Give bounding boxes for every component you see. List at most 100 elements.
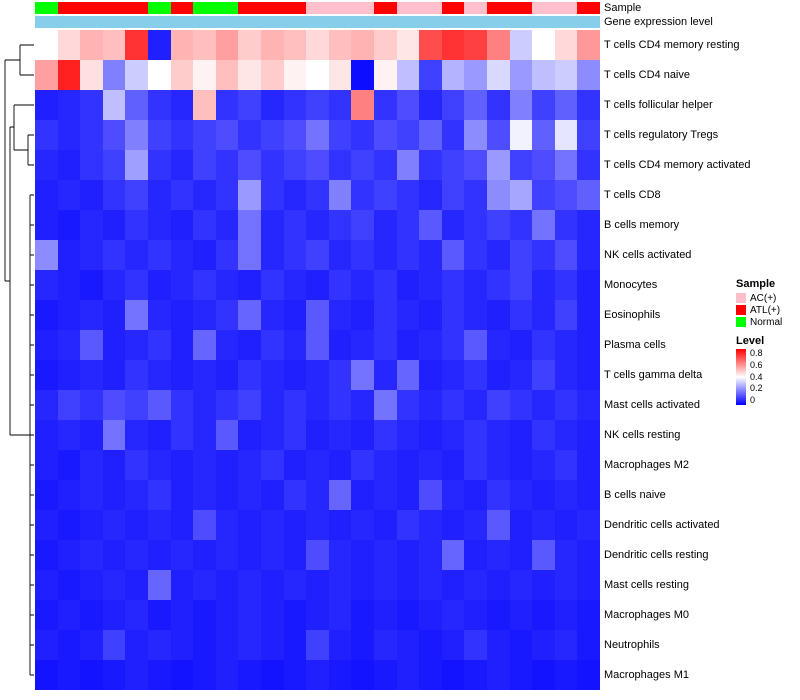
heatmap-cell [328, 450, 352, 480]
heatmap-cell [57, 450, 81, 480]
heatmap-cell [487, 540, 510, 570]
heatmap-cell [35, 450, 58, 480]
heatmap-cell [261, 390, 284, 420]
heatmap-cell [374, 180, 397, 210]
heatmap-cell [396, 570, 420, 600]
row-label: T cells CD4 naive [604, 69, 690, 81]
heatmap-cell [554, 90, 578, 120]
heatmap-cell [193, 450, 216, 480]
heatmap-cell [396, 510, 420, 540]
heatmap-cell [419, 570, 442, 600]
heatmap-cell [35, 30, 58, 60]
heatmap-cell [351, 600, 374, 630]
heatmap-cell [35, 630, 58, 660]
row-label: Macrophages M2 [604, 459, 689, 471]
heatmap-cell [441, 300, 465, 330]
heatmap-cell [283, 390, 307, 420]
heatmap-cell [328, 630, 352, 660]
heatmap-cell [306, 60, 329, 90]
sample-annotation-cell [487, 2, 510, 14]
legend-color-swatch [736, 293, 746, 303]
heatmap-cell [487, 390, 510, 420]
heatmap-cell [35, 600, 58, 630]
row-label: Eosinophils [604, 309, 661, 321]
heatmap-cell [328, 90, 352, 120]
heatmap-cell [283, 540, 307, 570]
heatmap-cell [35, 270, 58, 300]
heatmap-cell [374, 390, 397, 420]
heatmap-cell [441, 360, 465, 390]
heatmap-cell [193, 330, 216, 360]
sample-annotation-cell [102, 2, 126, 14]
heatmap-cell [554, 330, 578, 360]
heatmap-cell [102, 210, 126, 240]
sample-annotation-cell [283, 2, 307, 14]
heatmap-cell [170, 510, 194, 540]
row-label: Dendritic cells resting [604, 549, 709, 561]
heatmap-cell [328, 30, 352, 60]
legend-level-scale: 0.8 0.6 0.4 0.2 0 [736, 349, 782, 405]
heatmap-cell [509, 120, 533, 150]
sample-annotation-cell [215, 2, 239, 14]
heatmap-cell [170, 600, 194, 630]
heatmap-cell [554, 360, 578, 390]
heatmap-cell [80, 120, 103, 150]
heatmap-cell [554, 630, 578, 660]
heatmap-cell [396, 30, 420, 60]
heatmap-cell [261, 60, 284, 90]
heatmap-cell [215, 270, 239, 300]
heatmap-cell [374, 600, 397, 630]
heatmap-cell [554, 270, 578, 300]
heatmap-cell [261, 30, 284, 60]
sample-annotation-cell [464, 2, 487, 14]
heatmap-cell [532, 480, 555, 510]
sample-annotation-cell [125, 2, 148, 14]
legend: Sample AC(+) ATL(+) Normal Level 0.8 0.6 0.4… [736, 278, 782, 405]
heatmap-cell [487, 60, 510, 90]
heatmap-cell [148, 210, 171, 240]
heatmap-cell [577, 480, 600, 510]
heatmap-cell [261, 480, 284, 510]
heatmap-cell [125, 420, 148, 450]
heatmap-cell [57, 390, 81, 420]
heatmap-cell [396, 390, 420, 420]
heatmap-cell [577, 600, 600, 630]
heatmap-cell [80, 300, 103, 330]
heatmap-cell [170, 630, 194, 660]
heatmap-cell [577, 420, 600, 450]
heatmap-cell [35, 150, 58, 180]
sample-annotation-cell [306, 2, 329, 14]
heatmap-cell [396, 300, 420, 330]
heatmap-cell [328, 600, 352, 630]
heatmap-cell [419, 180, 442, 210]
row-label: Neutrophils [604, 639, 660, 651]
row-label: Plasma cells [604, 339, 666, 351]
heatmap-cell [125, 330, 148, 360]
heatmap-cell [193, 660, 216, 690]
heatmap-cell [441, 60, 465, 90]
row-label: B cells naive [604, 489, 666, 501]
heatmap-cell [464, 390, 487, 420]
heatmap-cell [261, 270, 284, 300]
heatmap-cell [193, 180, 216, 210]
heatmap-cell [328, 300, 352, 330]
heatmap-cell [238, 300, 261, 330]
heatmap-cell [441, 420, 465, 450]
heatmap-cell [80, 540, 103, 570]
heatmap-cell [441, 570, 465, 600]
heatmap-cell [125, 510, 148, 540]
heatmap-cell [577, 390, 600, 420]
heatmap-cell [419, 30, 442, 60]
heatmap-cell [532, 90, 555, 120]
heatmap-cell [148, 150, 171, 180]
heatmap-cell [215, 300, 239, 330]
heatmap-cell [306, 510, 329, 540]
sample-annotation-cell [238, 2, 261, 14]
heatmap-cell [170, 570, 194, 600]
heatmap-cell [125, 90, 148, 120]
heatmap-cell [419, 450, 442, 480]
heatmap-cell [238, 180, 261, 210]
heatmap-cell [487, 510, 510, 540]
heatmap-cell [532, 210, 555, 240]
heatmap-cell [215, 210, 239, 240]
